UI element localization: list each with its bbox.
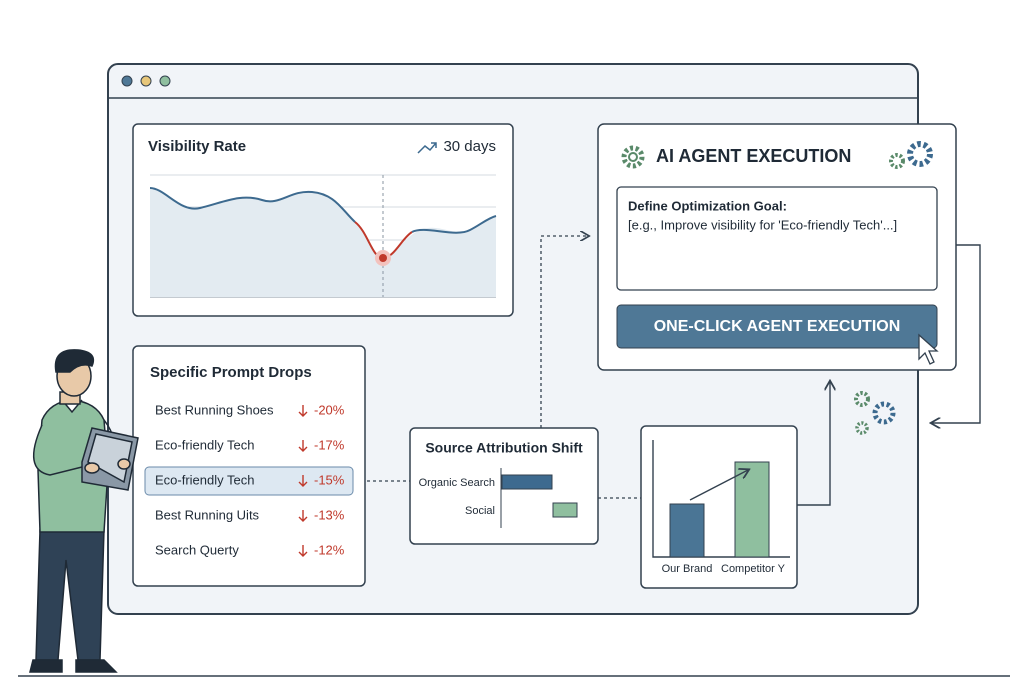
card-title: Source Attribution Shift xyxy=(425,440,583,456)
prompt-change: -20% xyxy=(314,402,345,417)
prompt-change: -12% xyxy=(314,542,345,557)
prompt-label: Eco-friendly Tech xyxy=(155,437,254,452)
visibility-card: Visibility Rate 30 days xyxy=(132,123,514,317)
panel-title: AI AGENT EXECUTION xyxy=(656,146,851,166)
down-arrow xyxy=(298,475,308,487)
execute-button[interactable] xyxy=(616,304,938,349)
gear-icon xyxy=(621,145,645,169)
prompt-change: -15% xyxy=(314,472,345,487)
prompt-label: Eco-friendly Tech xyxy=(155,472,254,487)
card-title: Specific Prompt Drops xyxy=(150,364,312,381)
source-attribution-card: Source Attribution Shift Organic Search … xyxy=(409,427,599,545)
prompt-label: Search Querty xyxy=(155,542,239,557)
comparison-card: Our Brand Competitor Y xyxy=(640,425,798,589)
down-arrow xyxy=(298,510,308,522)
selected-row xyxy=(144,466,354,496)
prompt-label: Best Running Shoes xyxy=(155,402,274,417)
highlight-point xyxy=(379,254,387,262)
line xyxy=(411,215,497,234)
bar xyxy=(669,503,705,558)
person xyxy=(29,349,139,673)
gear-icon xyxy=(907,141,933,167)
goal-input[interactable] xyxy=(616,186,938,291)
prompt-change: -13% xyxy=(314,507,345,522)
connector xyxy=(540,236,588,428)
connector xyxy=(797,382,830,506)
down-arrow xyxy=(298,440,308,452)
prompt-change: -17% xyxy=(314,437,345,452)
bar xyxy=(501,474,553,490)
goal-placeholder: [e.g., Improve visibility for 'Eco-frien… xyxy=(628,217,897,232)
window-dot xyxy=(121,75,133,87)
bar-label: Our Brand xyxy=(662,563,713,575)
window-dot xyxy=(140,75,152,87)
line xyxy=(149,187,356,223)
bar xyxy=(734,461,770,558)
trend-icon xyxy=(417,142,437,154)
gear-cluster xyxy=(854,391,896,435)
connector xyxy=(932,244,981,423)
source-label: Social xyxy=(465,505,495,517)
bar-label: Competitor Y xyxy=(721,563,786,575)
period: 30 days xyxy=(443,138,496,155)
down-arrow xyxy=(298,545,308,557)
window-dot xyxy=(159,75,171,87)
cursor xyxy=(918,333,939,365)
trend-arrow xyxy=(689,470,748,501)
prompt-drops-card: Specific Prompt Drops Best Running Shoes… xyxy=(132,345,366,587)
button-label[interactable]: ONE-CLICK AGENT EXECUTION xyxy=(654,318,901,335)
source-label: Organic Search xyxy=(419,477,495,489)
gear-icon xyxy=(889,153,905,169)
bar xyxy=(552,502,578,518)
agent-panel: AI AGENT EXECUTION Define Optimization G… xyxy=(597,123,957,371)
down-arrow xyxy=(298,405,308,417)
card-title: Visibility Rate xyxy=(148,138,246,155)
goal-label: Define Optimization Goal: xyxy=(628,198,787,213)
gear-icon xyxy=(628,152,638,162)
prompt-label: Best Running Uits xyxy=(155,507,260,522)
area xyxy=(150,188,496,297)
